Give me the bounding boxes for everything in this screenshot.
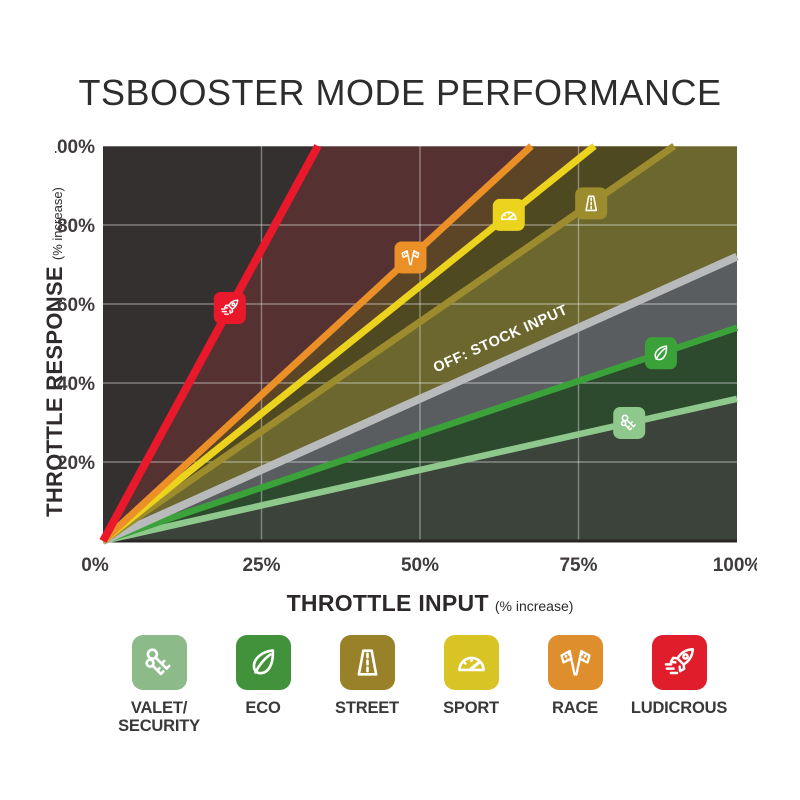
x-tick-label: 100% [713, 555, 757, 576]
legend-badge-valet-security [131, 635, 187, 690]
legend-item-valet-security: VALET/ SECURITY [107, 635, 211, 736]
legend-item-ludicrous: LUDICROUS [627, 635, 731, 736]
legend-badge-sport [443, 635, 499, 690]
legend: VALET/ SECURITY ECO STREET SPORT RACE LUDICRO… [43, 635, 795, 736]
y-tick-label: 60% [57, 295, 95, 316]
x-axis-title: THROTTLE INPUT (% increase) [50, 590, 800, 617]
legend-label: ECO [245, 699, 281, 717]
legend-badge-street [339, 635, 395, 690]
x-axis-title-unit: (% increase) [494, 598, 574, 614]
legend-label: SPORT [443, 699, 499, 717]
series-marker-sport [492, 198, 525, 231]
road-icon [349, 644, 386, 681]
series-line-eco [101, 324, 739, 545]
flags-icon [557, 644, 594, 681]
legend-item-eco: ECO [211, 635, 315, 736]
x-tick-label: 50% [401, 555, 439, 576]
region-fill-street [103, 146, 737, 541]
legend-label: RACE [552, 699, 598, 717]
legend-label: STREET [335, 699, 399, 717]
legend-item-street: STREET [315, 635, 419, 736]
series-marker-ludicrous [213, 291, 246, 324]
x-tick-label: 0% [81, 555, 109, 576]
series-line-off-stock-input [101, 252, 739, 545]
speedometer-icon [453, 644, 490, 681]
series-line-ludicrous [99, 144, 322, 543]
rocket-icon [661, 644, 698, 681]
legend-label: VALET/ SECURITY [118, 699, 200, 735]
legend-label: LUDICROUS [630, 699, 728, 717]
y-tick-label: 80% [57, 216, 95, 237]
series-line-race [100, 143, 534, 544]
legend-item-sport: SPORT [419, 635, 523, 736]
throttle-performance-chart: OFF: STOCK INPUT20%40%60%80%100%0%25%50%… [55, 138, 757, 576]
series-marker-race [394, 241, 427, 274]
y-tick-label: 20% [57, 453, 95, 474]
x-axis-title-text: THROTTLE INPUT [286, 590, 489, 616]
x-tick-label: 75% [559, 555, 597, 576]
chart-title: TSBOOSTER MODE PERFORMANCE [78, 72, 722, 113]
keys-icon [141, 644, 178, 681]
legend-item-race: RACE [523, 635, 627, 736]
legend-badge-race [547, 635, 603, 690]
leaf-icon [245, 644, 282, 681]
legend-badge-eco [235, 635, 291, 690]
legend-badge-ludicrous [651, 635, 707, 690]
x-tick-label: 25% [242, 555, 280, 576]
y-tick-label: 40% [57, 374, 95, 395]
y-tick-label: 100% [55, 138, 95, 158]
